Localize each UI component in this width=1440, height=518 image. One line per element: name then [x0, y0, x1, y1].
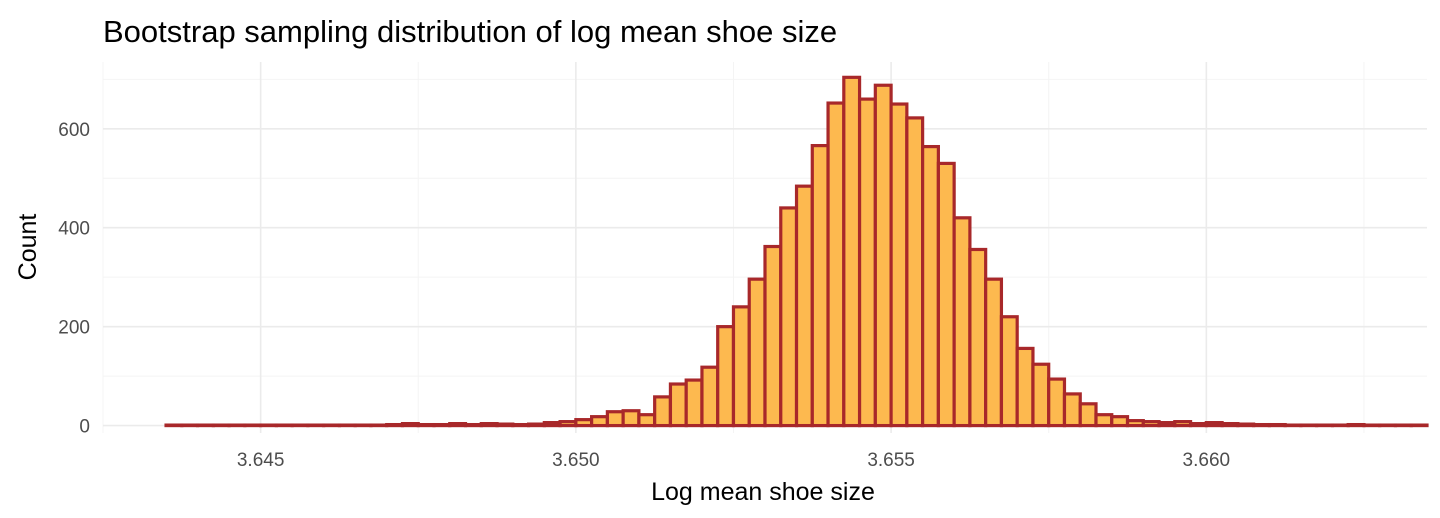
histogram-bar [905, 116, 925, 428]
histogram-bar [826, 101, 846, 428]
x-tick-label: 3.645 [237, 450, 285, 471]
histogram-bar [842, 75, 862, 428]
histogram-bar [921, 144, 940, 428]
histogram-bar [1236, 422, 1256, 428]
histogram-bar [968, 247, 988, 428]
histogram-bar [432, 422, 452, 428]
histogram-bar [1157, 421, 1177, 428]
histogram-bar [857, 97, 877, 428]
histogram-bar [1267, 422, 1287, 428]
histogram-bar [889, 102, 909, 428]
histogram-bar [684, 378, 704, 428]
histogram-bar [1220, 422, 1240, 428]
histogram-bar [1031, 362, 1051, 428]
histogram-bar [448, 422, 468, 428]
y-tick-label: 200 [58, 318, 90, 339]
histogram-bar [637, 413, 657, 428]
histogram-bar [1204, 421, 1224, 428]
x-tick-label: 3.660 [1183, 450, 1231, 471]
histogram-bar [621, 409, 641, 428]
x-axis-title: Log mean shoe size [651, 478, 875, 506]
histogram-bar [716, 325, 736, 428]
histogram-bar [526, 422, 546, 428]
y-tick-label: 600 [58, 120, 90, 141]
histogram-bar [385, 422, 405, 428]
histogram-bar [574, 418, 594, 428]
histogram-bar [1110, 415, 1130, 428]
tick-labels: 3.645 3.650 3.655 3.660 0 200 400 600 [58, 120, 1230, 471]
y-axis-title: Count [14, 214, 42, 281]
histogram-bar [400, 422, 420, 428]
histogram-bar [1078, 402, 1098, 428]
histogram-bar [952, 216, 972, 428]
histogram-bar [558, 420, 578, 428]
histogram-bar [511, 422, 531, 428]
histogram-bar [873, 83, 893, 428]
histogram-bar [747, 277, 767, 428]
histogram-bar [1141, 420, 1161, 428]
histogram-bar [810, 143, 830, 428]
histogram-bar [1173, 420, 1193, 428]
y-tick-label: 400 [58, 219, 90, 240]
histogram-bar [1252, 422, 1271, 428]
histogram-bar [1094, 413, 1114, 428]
histogram-bar [479, 422, 499, 428]
histogram-bar [605, 410, 625, 428]
histogram-bar [590, 415, 609, 428]
histogram-bar [463, 422, 483, 428]
histogram-bar [936, 161, 956, 428]
histogram-bar [984, 277, 1004, 428]
histogram-bar [542, 421, 562, 428]
y-tick-label: 0 [79, 417, 90, 438]
histogram-bar [1015, 346, 1035, 428]
histogram-bar [668, 382, 688, 428]
histogram-bar [416, 422, 436, 428]
histogram-bar [700, 365, 720, 428]
x-tick-label: 3.650 [552, 450, 600, 471]
histogram-bar [1062, 392, 1082, 428]
histogram-bar [779, 206, 799, 428]
histogram-bar [1125, 419, 1145, 428]
histogram-bar [794, 184, 814, 428]
histogram-bar [1047, 377, 1067, 428]
chart-title: Bootstrap sampling distribution of log m… [103, 14, 837, 49]
histogram-bar [1346, 422, 1366, 428]
histogram-bar [763, 244, 783, 428]
bars [164, 75, 1429, 428]
histogram-bar [495, 422, 515, 428]
histogram-bar [999, 315, 1019, 428]
histogram-bar [653, 395, 673, 428]
histogram-bar [731, 305, 751, 428]
histogram-bar [1188, 422, 1208, 428]
x-tick-label: 3.655 [867, 450, 915, 471]
